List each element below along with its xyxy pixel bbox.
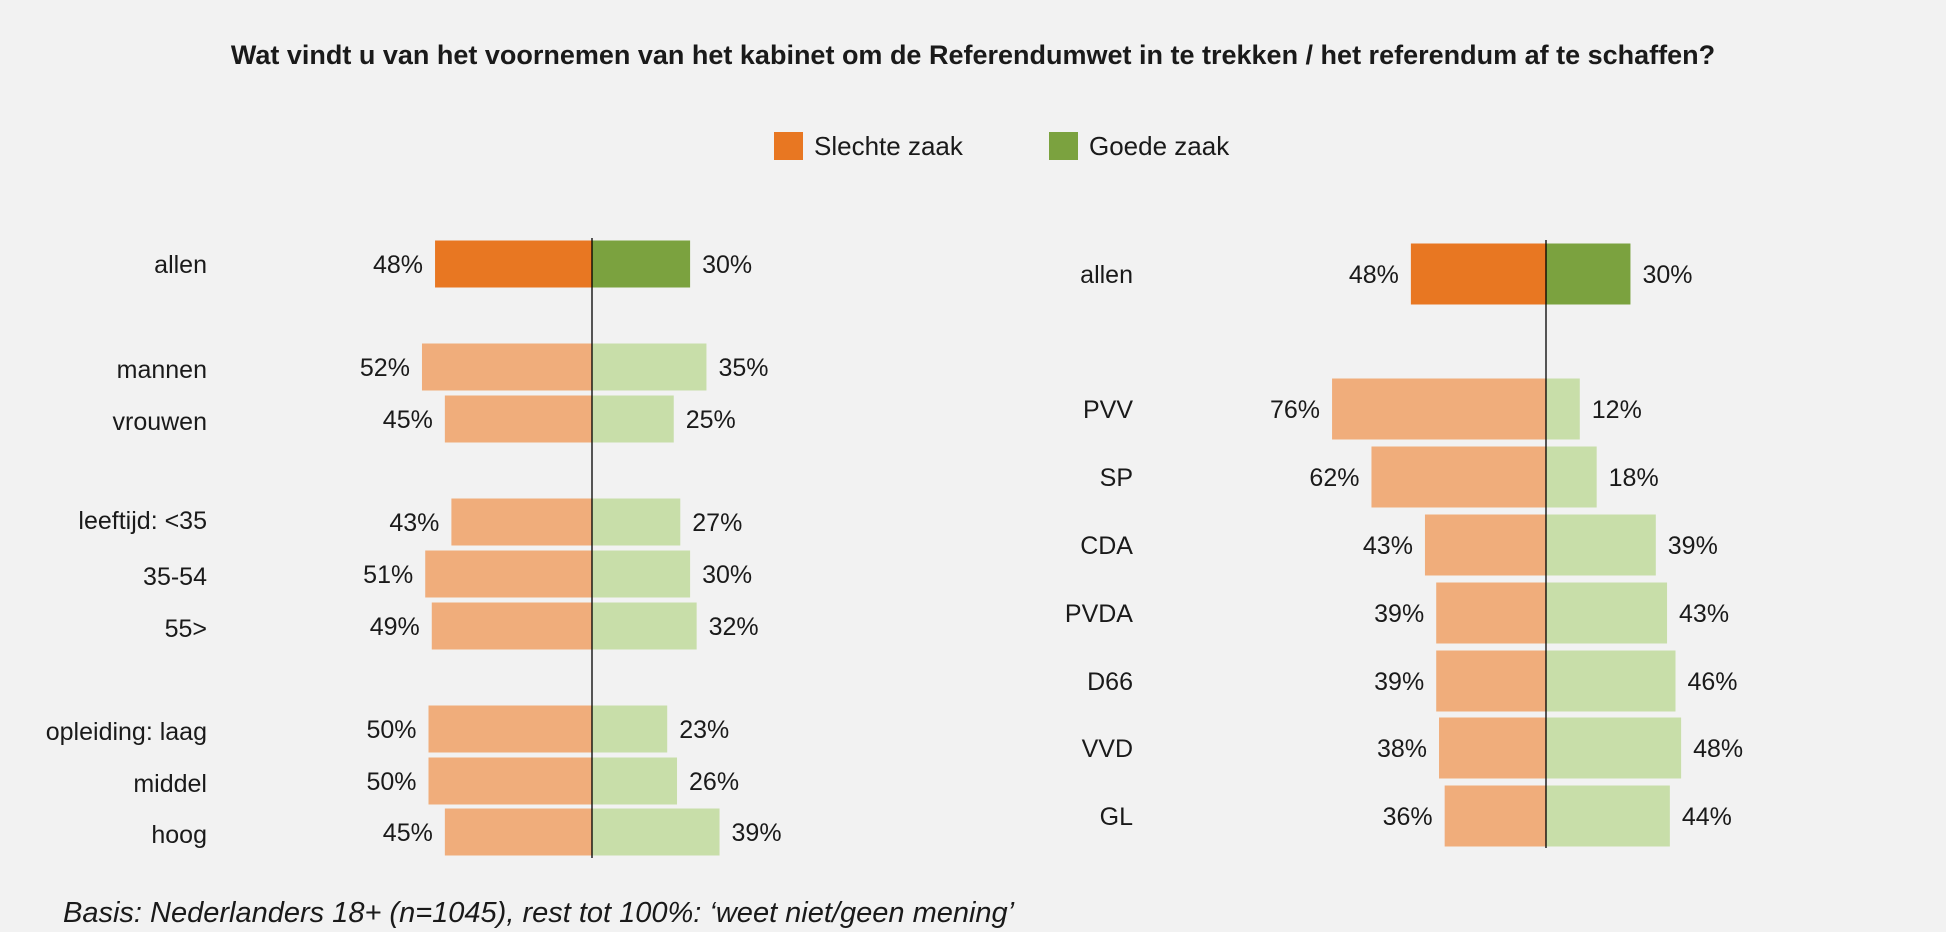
value-label-goede-zaak-hoog: 39% xyxy=(732,819,782,847)
bar-slechte-zaak-vvd xyxy=(1439,717,1546,779)
bar-goede-zaak-35-54 xyxy=(592,550,691,598)
bar-goede-zaak-leeftijd-35 xyxy=(592,498,681,546)
value-label-slechte-zaak-sp: 62% xyxy=(1309,464,1359,492)
legend: Slechte zaak Goede zaak xyxy=(774,131,1230,161)
bar-goede-zaak-d66 xyxy=(1546,650,1676,712)
bar-goede-zaak-allen xyxy=(592,240,691,288)
category-label-sp: SP xyxy=(1100,464,1133,492)
category-label-vvd: VVD xyxy=(1082,735,1133,763)
bar-slechte-zaak-opleiding-laag xyxy=(428,705,592,753)
bar-slechte-zaak-cda xyxy=(1424,514,1546,576)
category-label-pvv: PVV xyxy=(1083,396,1133,424)
bar-goede-zaak-opleiding-laag xyxy=(592,705,668,753)
category-label-gl: GL xyxy=(1100,803,1133,831)
bar-slechte-zaak-allen xyxy=(435,240,592,288)
bar-goede-zaak-pvda xyxy=(1546,582,1668,644)
value-label-goede-zaak-pvda: 43% xyxy=(1679,600,1729,628)
category-label-mannen: mannen xyxy=(117,356,207,384)
value-label-goede-zaak-sp: 18% xyxy=(1609,464,1659,492)
bar-slechte-zaak-mannen xyxy=(421,343,592,391)
category-label-cda: CDA xyxy=(1080,532,1133,560)
bar-goede-zaak-55 xyxy=(592,602,697,650)
bar-goede-zaak-cda xyxy=(1546,514,1656,576)
bar-slechte-zaak-d66 xyxy=(1436,650,1546,712)
bar-slechte-zaak-allen xyxy=(1410,243,1546,305)
bar-slechte-zaak-pvda xyxy=(1436,582,1546,644)
bar-slechte-zaak-35-54 xyxy=(425,550,592,598)
value-label-slechte-zaak-55: 49% xyxy=(370,613,420,641)
footnote: Basis: Nederlanders 18+ (n=1045), rest t… xyxy=(63,897,1015,929)
value-label-slechte-zaak-middel: 50% xyxy=(366,768,416,796)
category-label-leeftijd-35: leeftijd: <35 xyxy=(78,507,207,535)
value-label-slechte-zaak-pvda: 39% xyxy=(1374,600,1424,628)
value-label-goede-zaak-d66: 46% xyxy=(1687,668,1737,696)
bar-goede-zaak-pvv xyxy=(1546,378,1580,440)
chart-title: Wat vindt u van het voornemen van het ka… xyxy=(231,40,1715,70)
category-label-55: 55> xyxy=(165,615,207,643)
value-label-slechte-zaak-mannen: 52% xyxy=(360,354,410,382)
value-label-slechte-zaak-allen: 48% xyxy=(373,251,423,279)
bar-slechte-zaak-sp xyxy=(1371,446,1546,508)
value-label-goede-zaak-55: 32% xyxy=(709,613,759,641)
bar-goede-zaak-middel xyxy=(592,757,678,805)
category-label-allen: allen xyxy=(154,251,207,279)
chart-panel-demographics: allen 48% 30% mannen 52% 35% vrouwen 45% 25% leef… xyxy=(46,238,782,858)
legend-label-goede-zaak: Goede zaak xyxy=(1089,131,1230,161)
value-label-goede-zaak-opleiding-laag: 23% xyxy=(679,716,729,744)
bar-slechte-zaak-55 xyxy=(431,602,592,650)
bar-goede-zaak-sp xyxy=(1546,446,1597,508)
value-label-goede-zaak-gl: 44% xyxy=(1682,803,1732,831)
bar-slechte-zaak-pvv xyxy=(1332,378,1546,440)
legend-swatch-goede-zaak xyxy=(1049,132,1078,160)
value-label-slechte-zaak-35-54: 51% xyxy=(363,561,413,589)
value-label-slechte-zaak-pvv: 76% xyxy=(1270,396,1320,424)
category-label-hoog: hoog xyxy=(151,821,207,849)
bar-goede-zaak-gl xyxy=(1546,785,1670,847)
category-label-vrouwen: vrouwen xyxy=(113,408,208,436)
value-label-goede-zaak-cda: 39% xyxy=(1668,532,1718,560)
category-label-d66: D66 xyxy=(1087,668,1133,696)
category-label-opleiding-laag: opleiding: laag xyxy=(46,718,207,746)
value-label-goede-zaak-vrouwen: 25% xyxy=(686,406,736,434)
value-label-slechte-zaak-d66: 39% xyxy=(1374,668,1424,696)
value-label-goede-zaak-35-54: 30% xyxy=(702,561,752,589)
bar-goede-zaak-allen xyxy=(1546,243,1631,305)
legend-label-slechte-zaak: Slechte zaak xyxy=(814,131,964,161)
bar-slechte-zaak-gl xyxy=(1444,785,1546,847)
bar-goede-zaak-mannen xyxy=(592,343,707,391)
category-label-middel: middel xyxy=(133,770,207,798)
bar-slechte-zaak-leeftijd-35 xyxy=(451,498,592,546)
bar-slechte-zaak-middel xyxy=(428,757,592,805)
legend-swatch-slechte-zaak xyxy=(774,132,803,160)
category-label-allen: allen xyxy=(1080,261,1133,289)
bar-goede-zaak-vrouwen xyxy=(592,395,674,443)
value-label-slechte-zaak-gl: 36% xyxy=(1383,803,1433,831)
value-label-slechte-zaak-opleiding-laag: 50% xyxy=(366,716,416,744)
value-label-goede-zaak-vvd: 48% xyxy=(1693,735,1743,763)
category-label-pvda: PVDA xyxy=(1065,600,1133,628)
value-label-goede-zaak-pvv: 12% xyxy=(1592,396,1642,424)
value-label-goede-zaak-allen: 30% xyxy=(1642,261,1692,289)
value-label-goede-zaak-middel: 26% xyxy=(689,768,739,796)
bar-slechte-zaak-vrouwen xyxy=(444,395,592,443)
value-label-goede-zaak-mannen: 35% xyxy=(718,354,768,382)
bar-goede-zaak-vvd xyxy=(1546,717,1682,779)
value-label-slechte-zaak-leeftijd-35: 43% xyxy=(389,509,439,537)
value-label-slechte-zaak-hoog: 45% xyxy=(383,819,433,847)
bar-slechte-zaak-hoog xyxy=(444,808,592,856)
value-label-slechte-zaak-vrouwen: 45% xyxy=(383,406,433,434)
chart-panel-parties: allen 48% 30% PVV 76% 12% SP 62% 18% CDA 43% 39% PVD… xyxy=(1065,240,1743,848)
value-label-slechte-zaak-cda: 43% xyxy=(1363,532,1413,560)
value-label-goede-zaak-allen: 30% xyxy=(702,251,752,279)
value-label-goede-zaak-leeftijd-35: 27% xyxy=(692,509,742,537)
value-label-slechte-zaak-vvd: 38% xyxy=(1377,735,1427,763)
value-label-slechte-zaak-allen: 48% xyxy=(1349,261,1399,289)
bar-goede-zaak-hoog xyxy=(592,808,720,856)
category-label-35-54: 35-54 xyxy=(143,563,207,591)
